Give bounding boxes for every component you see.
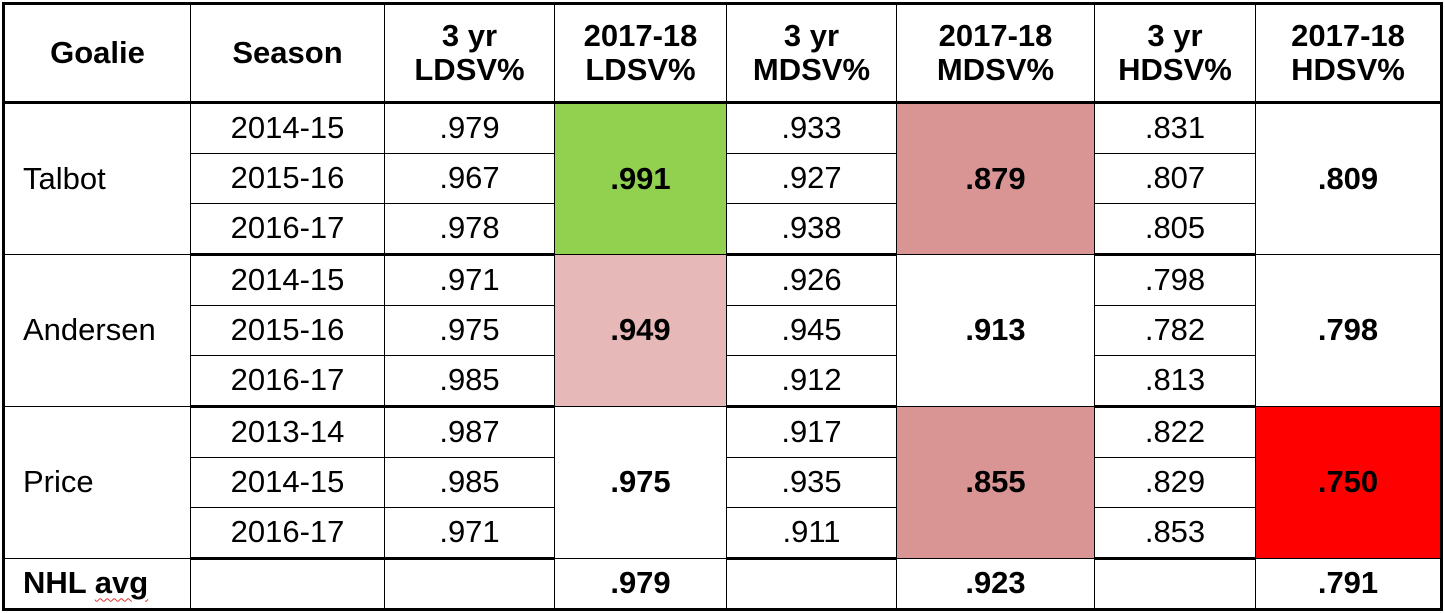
nhl-avg-ldsv-2017-18: .979 (554, 558, 727, 610)
mdsv-3yr-cell: .945 (726, 305, 897, 356)
mdsv-2017-18-cell: .855 (896, 406, 1095, 559)
mdsv-3yr-cell: .911 (726, 507, 897, 560)
mdsv-3yr-cell: .933 (726, 102, 897, 154)
mdsv-3yr-cell: .938 (726, 203, 897, 256)
season-cell: 2016-17 (190, 507, 385, 560)
header-line1: 2017-18 (583, 17, 698, 53)
season-cell: 2014-15 (190, 102, 385, 154)
header-line1: 3 yr (1147, 17, 1203, 53)
ldsv-3yr-cell: .985 (384, 457, 555, 508)
hdsv-3yr-cell: .805 (1094, 203, 1256, 256)
season-cell: 2015-16 (190, 153, 385, 204)
hdsv-3yr-cell: .782 (1094, 305, 1256, 356)
header-line2: LDSV% (414, 52, 525, 87)
header-season: Season (190, 3, 385, 104)
ldsv-3yr-cell: .971 (384, 254, 555, 306)
season-cell: 2014-15 (190, 254, 385, 306)
mdsv-3yr-cell: .912 (726, 355, 897, 408)
hdsv-3yr-cell: .822 (1094, 406, 1256, 458)
hdsv-3yr-cell: .829 (1094, 457, 1256, 508)
goalie-name: Andersen (3, 254, 191, 407)
ldsv-2017-18-cell: .991 (554, 102, 727, 255)
hdsv-2017-18-cell: .809 (1255, 102, 1442, 255)
ldsv-3yr-cell: .987 (384, 406, 555, 458)
hdsv-3yr-cell: .798 (1094, 254, 1256, 306)
header-line2: HDSV% (1118, 52, 1232, 87)
header-line1: Goalie (50, 34, 145, 70)
hdsv-3yr-cell: .813 (1094, 355, 1256, 408)
hdsv-2017-18-cell: .798 (1255, 254, 1442, 407)
header-line1: 2017-18 (1291, 17, 1405, 53)
ldsv-3yr-cell: .985 (384, 355, 555, 408)
nhl-avg-mdsv-3yr-empty (726, 558, 897, 610)
header-line2: LDSV% (585, 52, 696, 87)
header-hdsv-3yr: 3 yr HDSV% (1094, 3, 1256, 104)
header-line1: Season (232, 34, 343, 70)
header-line2: MDSV% (936, 52, 1055, 87)
ldsv-3yr-cell: .971 (384, 507, 555, 560)
nhl-avg-mdsv-2017-18: .923 (896, 558, 1095, 610)
nhl-avg-row: NHL avg .979 .923 .791 (3, 558, 1442, 610)
table-row: 2015-16.975 .945 .782 (4, 305, 1442, 356)
mdsv-3yr-cell: .917 (726, 406, 897, 458)
nhl-avg-label-prefix: NHL (23, 565, 95, 601)
season-cell: 2016-17 (190, 203, 385, 256)
hdsv-3yr-cell: .807 (1094, 153, 1256, 204)
ldsv-3yr-cell: .979 (384, 102, 555, 154)
ldsv-3yr-cell: .967 (384, 153, 555, 204)
nhl-avg-ldsv-3yr-empty (384, 558, 555, 610)
season-cell: 2014-15 (190, 457, 385, 508)
season-cell: 2013-14 (190, 406, 385, 458)
table-row: Price 2013-14.987.975.917.855.822.750 (3, 406, 1442, 559)
header-row: Goalie Season 3 yr LDSV% 2017-18 LDSV% 3 yr MDS… (3, 3, 1442, 104)
mdsv-3yr-cell: .926 (726, 254, 897, 306)
season-cell: 2016-17 (190, 355, 385, 408)
goalie-name: Price (3, 406, 191, 559)
ldsv-2017-18-cell: .975 (554, 406, 727, 559)
season-cell: 2015-16 (190, 305, 385, 356)
header-line2: HDSV% (1291, 52, 1405, 87)
mdsv-3yr-cell: .935 (726, 457, 897, 508)
mdsv-3yr-cell: .927 (726, 153, 897, 204)
header-mdsv-2017-18: 2017-18 MDSV% (896, 3, 1095, 104)
table-row: 2014-15.985 .935 .829 (4, 457, 1442, 508)
hdsv-3yr-cell: .831 (1094, 102, 1256, 154)
nhl-avg-label-text: NHL avg (23, 565, 148, 600)
hdsv-3yr-cell: .853 (1094, 507, 1256, 560)
table-row: 2016-17.978 .938 .805 (4, 203, 1442, 256)
table-row: 2016-17.971 .911 .853 (4, 507, 1442, 560)
header-line1: 3 yr (783, 17, 840, 53)
nhl-avg-label-suffix: avg (94, 565, 149, 601)
header-ldsv-3yr: 3 yr LDSV% (384, 3, 555, 104)
nhl-avg-hdsv-2017-18: .791 (1255, 558, 1442, 610)
nhl-avg-hdsv-3yr-empty (1094, 558, 1256, 610)
table-row: Andersen 2014-15.971.949.926.913.798.798 (3, 254, 1442, 407)
table-row: 2016-17.985 .912 .813 (4, 355, 1442, 408)
header-ldsv-2017-18: 2017-18 LDSV% (554, 3, 727, 104)
header-line1: 2017-18 (938, 17, 1053, 53)
table-row: Talbot 2014-15.979.991.933.879.831.809 (3, 102, 1442, 255)
hdsv-2017-18-cell: .750 (1255, 406, 1442, 559)
header-goalie: Goalie (3, 3, 191, 104)
header-line1: 3 yr (441, 17, 498, 53)
ldsv-3yr-cell: .978 (384, 203, 555, 256)
ldsv-2017-18-cell: .949 (554, 254, 727, 407)
nhl-avg-label: NHL avg (3, 558, 191, 610)
mdsv-2017-18-cell: .879 (896, 102, 1095, 255)
header-hdsv-2017-18: 2017-18 HDSV% (1255, 3, 1442, 104)
goalie-name: Talbot (3, 102, 191, 255)
mdsv-2017-18-cell: .913 (896, 254, 1095, 407)
header-mdsv-3yr: 3 yr MDSV% (726, 3, 897, 104)
nhl-avg-season-empty (190, 558, 385, 610)
ldsv-3yr-cell: .975 (384, 305, 555, 356)
header-line2: MDSV% (752, 52, 871, 87)
